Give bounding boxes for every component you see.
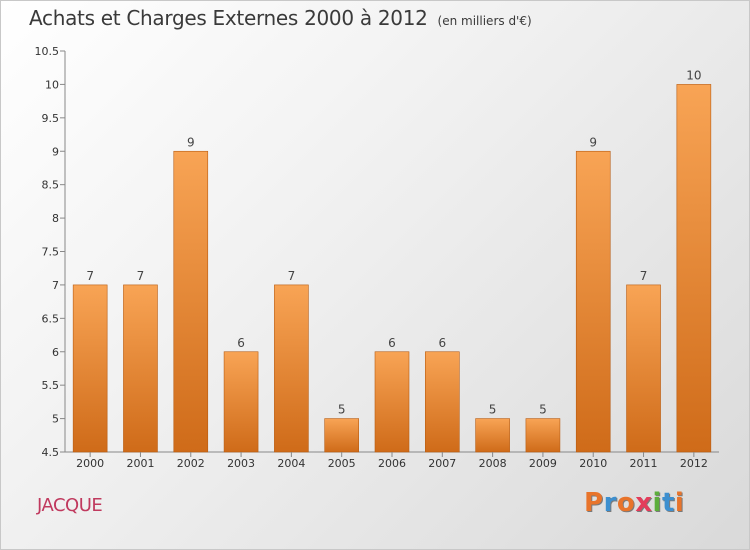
bar-value-label: 7 — [288, 269, 296, 283]
y-tick-label: 6 — [52, 346, 59, 359]
bar-value-label: 6 — [438, 336, 446, 350]
bar — [173, 150, 209, 453]
y-tick-label: 5 — [52, 413, 59, 426]
x-tick-label: 2006 — [378, 457, 406, 470]
logo-letter: i — [674, 488, 685, 518]
proxiti-logo: Proxiti — [584, 488, 684, 518]
logo-letter: t — [661, 488, 675, 518]
bar — [475, 418, 510, 453]
chart-subtitle: (en milliers d'€) — [437, 14, 532, 28]
bar — [223, 351, 259, 453]
y-tick-label: 8.5 — [42, 179, 60, 192]
bar-value-label: 6 — [237, 336, 245, 350]
y-tick-label: 9.5 — [42, 112, 60, 125]
y-tick-label: 10.5 — [35, 45, 60, 58]
bar — [374, 351, 410, 453]
bar-value-label: 9 — [589, 135, 597, 149]
x-tick-label: 2011 — [630, 457, 658, 470]
y-tick-label: 5.5 — [42, 379, 60, 392]
chart-title: Achats et Charges Externes 2000 à 2012 (e… — [29, 6, 532, 30]
logo-letter: P — [584, 488, 604, 518]
bar-value-label: 7 — [137, 269, 145, 283]
commune-name: JACQUE — [37, 495, 103, 516]
bar — [525, 418, 561, 453]
chart-title-text: Achats et Charges Externes 2000 à 2012 — [29, 6, 428, 30]
x-tick-label: 2002 — [177, 457, 205, 470]
x-tick-label: 2004 — [277, 457, 305, 470]
x-tick-label: 2007 — [428, 457, 456, 470]
x-tick-label: 2001 — [126, 457, 154, 470]
bar-value-label: 5 — [489, 403, 497, 417]
y-tick-label: 6.5 — [42, 312, 60, 325]
x-tick-label: 2009 — [529, 457, 557, 470]
bar — [274, 284, 309, 453]
bar-value-label: 6 — [388, 336, 396, 350]
bar — [72, 284, 108, 453]
bar — [123, 284, 158, 453]
logo-letter: r — [603, 488, 617, 518]
y-tick-label: 7 — [52, 279, 59, 292]
bar — [324, 418, 359, 453]
x-tick-label: 2010 — [579, 457, 607, 470]
x-tick-label: 2000 — [76, 457, 104, 470]
bar-value-label: 9 — [187, 135, 195, 149]
logo-letter: x — [635, 488, 653, 518]
bar — [676, 84, 712, 453]
x-tick-label: 2003 — [227, 457, 255, 470]
bar — [425, 351, 460, 453]
y-tick-label: 8 — [52, 212, 59, 225]
bar — [626, 284, 661, 453]
y-tick-label: 7.5 — [42, 246, 60, 259]
x-tick-label: 2008 — [479, 457, 507, 470]
bar-value-label: 7 — [86, 269, 94, 283]
y-tick-label: 9 — [52, 145, 59, 158]
bar-value-label: 5 — [539, 403, 547, 417]
bar-value-label: 10 — [686, 68, 701, 82]
x-tick-label: 2012 — [680, 457, 708, 470]
bar-value-label: 7 — [640, 269, 648, 283]
logo-letter: i — [652, 488, 662, 518]
x-tick-label: 2005 — [328, 457, 356, 470]
y-tick-label: 4.5 — [42, 446, 60, 459]
y-tick-label: 10 — [45, 78, 59, 91]
logo-letter: o — [616, 488, 636, 518]
bar — [575, 150, 611, 453]
bar-value-label: 5 — [338, 403, 346, 417]
